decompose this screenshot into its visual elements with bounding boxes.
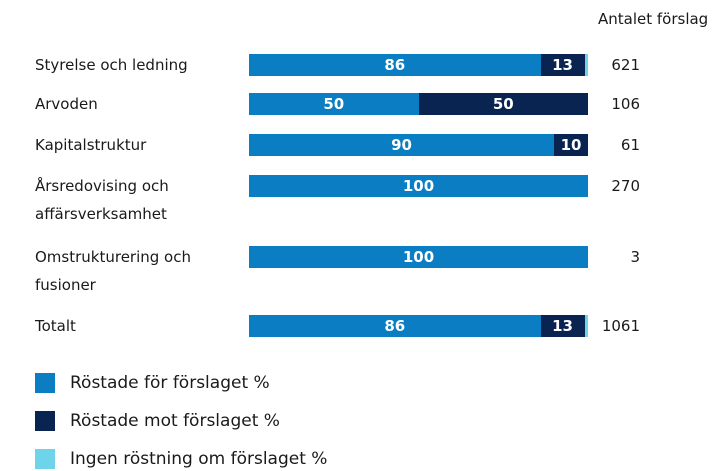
bar-segment [249,93,419,115]
count-label: 61 [620,136,640,154]
legend-label: Ingen röstning om förslaget % [70,449,328,469]
bar-segment [554,134,588,156]
count-label: 270 [611,177,640,195]
bar-segment [249,246,588,268]
count-label: 1061 [601,317,640,335]
legend-swatch [35,373,55,393]
bar-segment [249,315,541,337]
value-label: 86 [384,317,406,335]
count-header: Antalet förslag [598,10,709,28]
category-label: Årsredovising och affärsverksamhet [35,177,169,223]
category-label: Totalt [35,317,76,335]
bar-segment [584,54,588,76]
value-label: 90 [391,136,412,154]
legend-label: Röstade för förslaget % [70,373,270,393]
category-label: Omstrukturering och fusioner [35,248,191,294]
bar-segment [249,134,555,156]
bar-segment [540,54,585,76]
count-label: 621 [611,56,640,74]
value-label: 50 [492,95,514,113]
bar-segment [418,93,588,115]
value-label: 13 [552,317,573,335]
category-label: Kapitalstruktur [35,136,147,154]
value-label: 100 [402,248,435,266]
legend-swatch [35,449,55,469]
bar-segment [584,315,588,337]
bar-segment [540,315,585,337]
category-label: Arvoden [35,95,98,113]
legend-swatch [35,411,55,431]
category-label: Styrelse och ledning [35,56,188,74]
value-label: 50 [323,95,345,113]
count-label: 3 [630,248,640,266]
bar-segment [249,175,588,197]
value-label: 86 [384,56,406,74]
value-label: 100 [402,177,435,195]
value-label: 10 [560,136,582,154]
legend-label: Röstade mot förslaget % [70,411,280,431]
bar-segment [249,54,541,76]
value-label: 13 [552,56,573,74]
count-label: 106 [611,95,640,113]
